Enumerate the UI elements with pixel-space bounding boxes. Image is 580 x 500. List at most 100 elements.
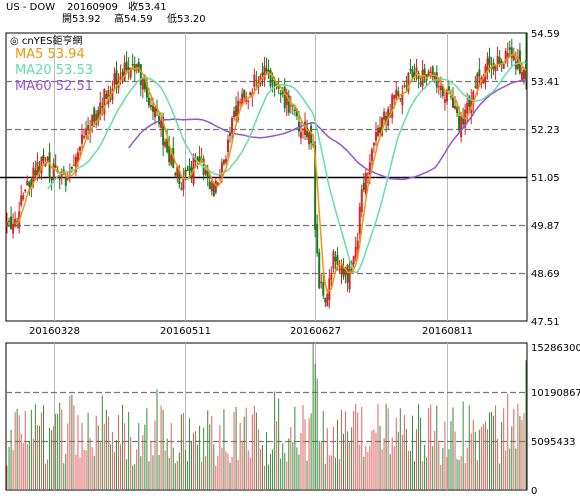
candle-body: [141, 78, 144, 90]
x-tick-label: 20160328: [29, 326, 80, 337]
candle-body: [403, 85, 406, 87]
candle-body: [93, 108, 96, 122]
candle-body: [214, 180, 217, 193]
candle-body: [460, 116, 463, 138]
candle-body: [474, 86, 477, 88]
candle-body: [439, 85, 442, 91]
x-tick-label: 20160511: [160, 326, 211, 337]
candle-body: [324, 297, 327, 303]
candle-body: [208, 181, 211, 190]
candle-body: [368, 162, 371, 175]
legend-ma20: MA20 53.53: [15, 63, 93, 78]
candle-body: [60, 170, 63, 179]
candle-body: [36, 162, 39, 176]
candle-body: [304, 121, 307, 135]
candle-body: [456, 107, 459, 114]
candle-body: [194, 159, 197, 162]
candle-body: [74, 156, 77, 172]
candle-body: [506, 52, 509, 57]
candle-body: [322, 282, 325, 296]
candle-body: [441, 85, 444, 97]
candle-body: [381, 117, 384, 136]
high-label: 高54.59: [114, 14, 153, 25]
candle-body: [12, 223, 15, 234]
candle-body: [316, 223, 319, 254]
candle-body: [370, 149, 373, 161]
candle-body: [285, 92, 288, 105]
candle-body: [241, 93, 244, 105]
volume-y-tick-label: 10190867: [531, 388, 580, 399]
candle-body: [308, 132, 311, 145]
candle-body: [336, 254, 339, 266]
candle-body: [180, 188, 183, 190]
candle-body: [133, 64, 136, 72]
candle-body: [95, 113, 98, 125]
candle-body: [314, 145, 317, 230]
candle-body: [103, 88, 106, 115]
candle-body: [218, 174, 221, 177]
candle-body: [297, 121, 300, 132]
candle-body: [210, 182, 213, 192]
candle-body: [50, 178, 53, 181]
candle-body: [105, 94, 108, 100]
ma20-line: [47, 61, 527, 274]
candle-body: [328, 278, 331, 301]
candle-body: [504, 51, 507, 62]
candle-body: [271, 80, 274, 82]
candle-body: [405, 85, 408, 87]
candle-body: [265, 68, 268, 72]
candle-body: [273, 79, 276, 87]
candle-body: [279, 93, 282, 95]
candle-body: [48, 152, 51, 179]
candle-body: [46, 157, 49, 161]
candle-body: [306, 127, 309, 138]
low-label: 低53.20: [167, 14, 206, 25]
candle-body: [212, 182, 215, 197]
price-y-tick-label: 51.05: [531, 173, 560, 184]
candle-body: [376, 127, 379, 137]
candle-body: [520, 71, 523, 81]
candle-body: [20, 195, 23, 206]
candle-body: [415, 67, 418, 73]
candle-body: [522, 69, 525, 79]
candle-body: [16, 220, 19, 223]
candle-body: [468, 96, 471, 107]
volume-y-tick-label: 0: [531, 486, 537, 497]
candle-body: [340, 265, 343, 274]
candle-body: [299, 132, 302, 139]
candle-body: [437, 86, 440, 88]
candle-body: [372, 142, 375, 146]
candle-body: [54, 165, 57, 168]
candle-body: [447, 86, 450, 91]
ma5-line: [15, 52, 527, 294]
candle-body: [198, 156, 201, 163]
candle-body: [486, 58, 489, 72]
candle-body: [431, 66, 434, 78]
candle-body: [334, 256, 337, 262]
candle-body: [332, 251, 335, 269]
x-tick-label: 20160627: [290, 326, 341, 337]
candle-body: [113, 73, 116, 86]
candle-body: [374, 132, 377, 141]
candle-body: [476, 73, 479, 90]
candle-body: [510, 47, 513, 58]
candle-body: [160, 121, 163, 128]
candle-body: [287, 95, 290, 113]
candle-body: [269, 70, 272, 87]
candle-body: [99, 102, 102, 117]
candle-body: [366, 173, 369, 175]
candle-body: [32, 167, 35, 183]
candle-body: [243, 89, 246, 98]
candle-body: [433, 73, 436, 82]
candle-body: [395, 89, 398, 99]
candle-body: [358, 206, 361, 234]
candle-body: [129, 67, 132, 78]
candle-body: [482, 76, 485, 84]
candle-body: [158, 116, 161, 125]
price-y-tick-label: 54.59: [531, 29, 560, 40]
candle-body: [222, 160, 225, 164]
candle-body: [330, 274, 333, 280]
candle-body: [184, 169, 187, 176]
candle-body: [310, 125, 313, 144]
candle-body: [40, 156, 43, 174]
